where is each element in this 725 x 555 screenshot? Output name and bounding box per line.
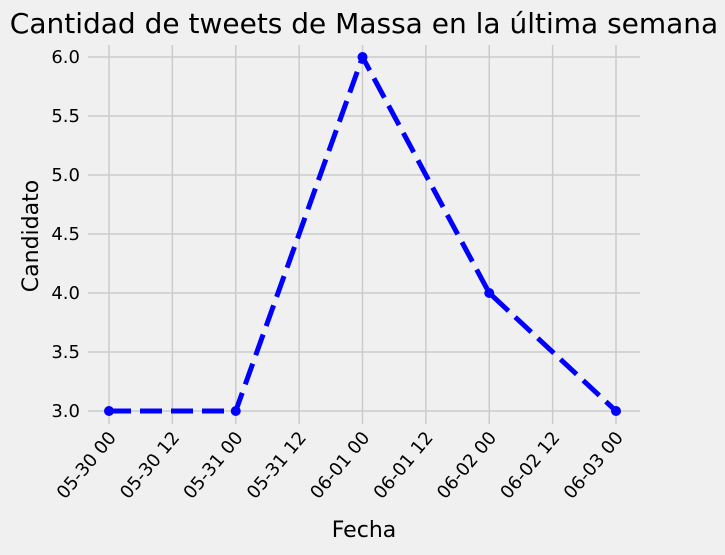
y-tick-label: 6.0 [51,47,80,68]
y-tick-label: 3.5 [51,342,80,363]
y-tick-label: 4.0 [51,283,80,304]
x-tick-label: 06-03 00 [560,428,628,504]
y-tick-label: 5.5 [51,106,80,127]
y-tick-label: 3.0 [51,401,80,422]
x-axis-label: Fecha [332,518,397,543]
chart-title: Cantidad de tweets de Massa en la última… [10,7,718,40]
x-tick-label: 06-01 00 [306,428,374,504]
data-point [484,288,495,298]
x-tick-label: 06-02 00 [433,428,501,504]
data-point [611,406,621,416]
x-tick-label: 06-02 12 [496,428,564,504]
x-tick-label: 05-30 12 [116,428,184,504]
x-tick-label: 06-01 12 [370,428,438,504]
series-layer [104,52,621,416]
x-tick-label: 05-30 00 [53,428,121,504]
grid-lines [88,45,640,424]
x-tick-label: 05-31 12 [243,428,311,504]
data-point [104,406,114,416]
y-tick-label: 5.0 [51,165,80,186]
y-tick-label: 4.5 [51,224,80,245]
data-point [230,406,241,416]
x-tick-label: 05-31 00 [179,428,247,504]
y-axis-label: Candidato [19,180,44,292]
data-point [357,52,368,62]
